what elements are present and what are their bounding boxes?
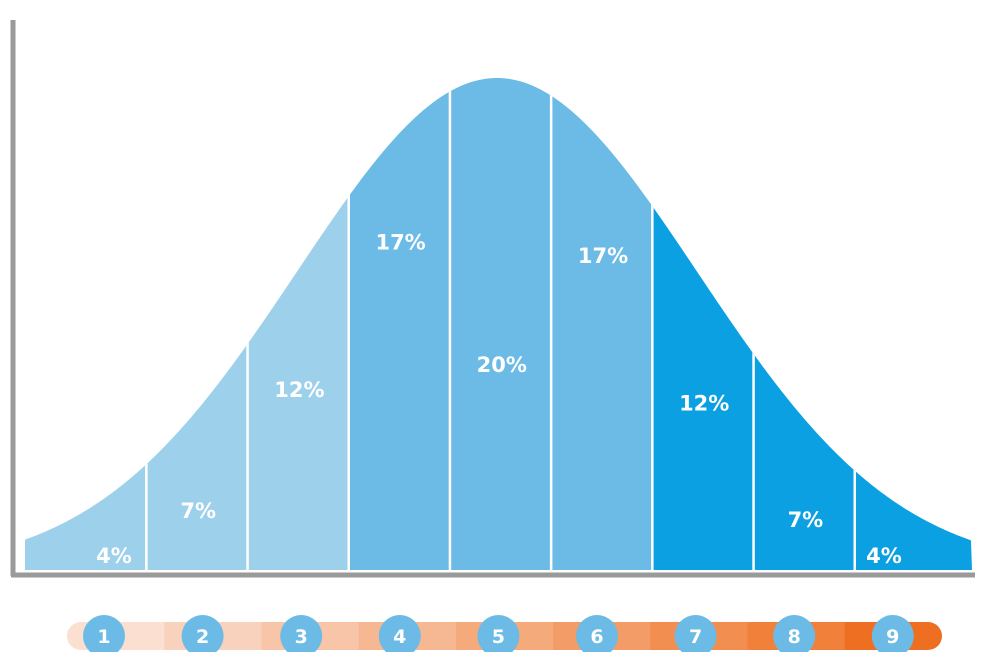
stanine-circle: [280, 615, 323, 652]
curve-segment-1: [25, 78, 148, 570]
stanine-marker-3: 3: [280, 615, 323, 652]
curve-segment-8: [754, 78, 856, 570]
percent-labels: 4% 7% 12% 17% 20% 17% 12% 7% 4%: [96, 230, 902, 568]
stanine-circle: [773, 615, 816, 652]
stanine-circle: [181, 615, 224, 652]
curve-segment-5: [451, 78, 553, 570]
curve-segments: [25, 78, 972, 570]
percent-label-4: 17%: [375, 230, 425, 254]
curve-segment-9: [856, 78, 972, 570]
percent-label-2: 7%: [180, 499, 216, 523]
stanine-number-4: 4: [393, 626, 406, 648]
stanine-marker-4: 4: [378, 615, 421, 652]
stanine-circle: [871, 615, 914, 652]
stanine-marker-6: 6: [576, 615, 618, 652]
curve-segment-4: [350, 78, 452, 570]
stanine-marker-1: 1: [83, 615, 125, 652]
stanine-marker-9: 9: [871, 615, 914, 652]
stanine-circle: [378, 615, 421, 652]
percent-label-8: 7%: [788, 508, 824, 532]
stanine-number-5: 5: [492, 626, 505, 648]
stanine-circle: [83, 615, 125, 652]
percent-label-1: 4%: [96, 544, 132, 568]
stanine-marker-2: 2: [181, 615, 224, 652]
stanine-marker-5: 5: [477, 615, 520, 652]
stanine-number-3: 3: [295, 626, 308, 648]
percent-label-6: 17%: [578, 244, 628, 268]
stanine-marker-7: 7: [674, 615, 717, 652]
curve-segment-7: [653, 78, 755, 570]
stanine-number-8: 8: [788, 626, 801, 648]
curve-segment-2: [147, 78, 249, 570]
stanine-number-9: 9: [886, 626, 899, 648]
curve-segment-3: [248, 78, 350, 570]
stanine-markers: 1 2 3 4 5 6 7 8 9: [83, 615, 914, 652]
stanine-number-2: 2: [196, 626, 209, 648]
stanine-number-1: 1: [97, 626, 110, 648]
percent-label-7: 12%: [679, 392, 729, 416]
stanine-circle: [576, 615, 618, 652]
percent-label-5: 20%: [477, 353, 527, 377]
stanine-number-7: 7: [689, 626, 702, 648]
stanine-number-6: 6: [590, 626, 603, 648]
stanine-marker-8: 8: [773, 615, 816, 652]
stanine-circle: [674, 615, 717, 652]
percent-label-3: 12%: [274, 378, 324, 402]
curve-segment-6: [552, 78, 654, 570]
percent-label-9: 4%: [866, 544, 902, 568]
stanine-circle: [477, 615, 520, 652]
